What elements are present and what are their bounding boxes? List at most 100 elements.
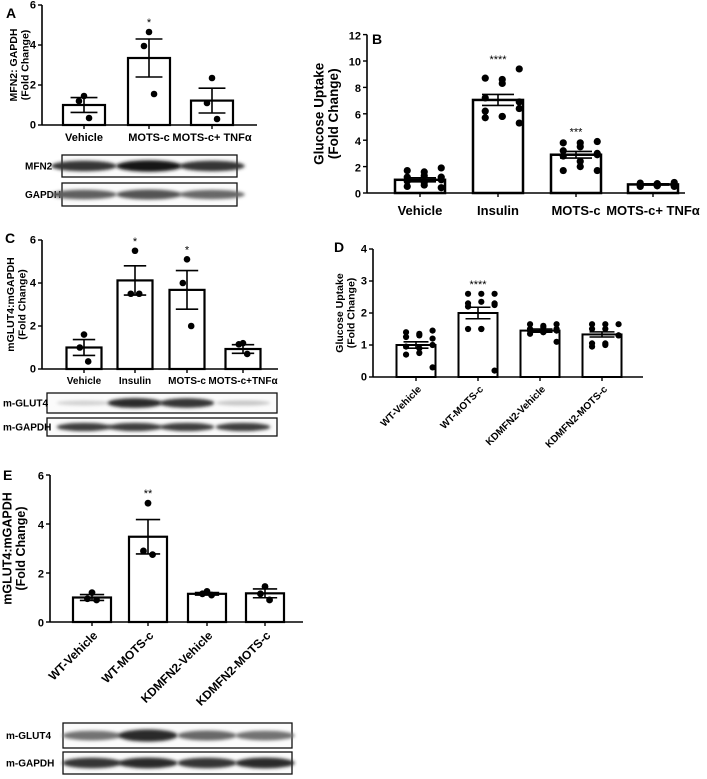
data-point: [576, 163, 584, 171]
data-point: [559, 139, 567, 147]
y-tick-label: 6: [355, 109, 361, 121]
panel-letter: C: [5, 230, 15, 246]
y-tick-label: 0: [30, 364, 36, 376]
panel-e: E 0 2 4 6 mGLUT4:mGAPDH (Fold Change) WT-Vehicl…: [0, 467, 303, 775]
blot-band: [215, 422, 271, 432]
data-point: [402, 329, 410, 336]
data-point: [199, 590, 206, 598]
data-point: [135, 290, 143, 298]
data-point: [491, 367, 498, 374]
significance-label: *: [147, 17, 152, 29]
data-point: [187, 322, 195, 330]
data-point: [145, 28, 153, 36]
category-label: Insulin: [119, 376, 151, 387]
panel-d: D 0 1 2 3 4 Glucose Uptake (Fold Change) WT-Vehi…: [334, 239, 643, 451]
y-tick-label: 2: [30, 80, 36, 92]
data-point: [491, 290, 498, 297]
category-label: Vehicle: [65, 132, 103, 144]
y-tick-label: 6: [30, 0, 36, 12]
blot-label: GAPDH: [25, 190, 61, 201]
category-label: Vehicle: [398, 203, 443, 218]
blot-band: [215, 400, 271, 406]
y-axis-label: (Fold Change): [14, 506, 28, 590]
data-point: [416, 349, 423, 357]
data-point: [515, 119, 523, 127]
category-label: KDMFN2-Vehicle: [484, 384, 548, 448]
blot-m-gapdh: m-GAPDH: [3, 417, 278, 437]
category-label: WT-MOTS-c: [439, 384, 487, 432]
y-axis-label: (Fold Change): [19, 30, 31, 101]
data-point: [588, 321, 596, 328]
category-label: Vehicle: [67, 376, 102, 387]
blot-m-glut4: m-GLUT4: [6, 722, 295, 749]
y-tick-label: 2: [30, 321, 36, 333]
significance-label: **: [144, 488, 153, 500]
data-point: [140, 42, 148, 50]
data-point: [75, 97, 83, 105]
data-point: [670, 182, 678, 190]
y-tick-label: 3: [361, 276, 367, 288]
data-point: [481, 74, 489, 82]
data-point: [437, 176, 445, 184]
y-axis-label: Glucose Uptake: [334, 273, 346, 353]
data-point: [515, 98, 523, 106]
significance-label: ****: [489, 54, 507, 66]
data-point: [80, 331, 88, 338]
y-tick-label: 4: [30, 278, 37, 290]
data-point: [602, 325, 609, 333]
data-point: [478, 298, 485, 305]
category-label: KDMFN2-MOTS-c: [544, 384, 611, 451]
panel-c: C 0 2 4 6 mGLUT4:mGAPDH (Fold Change) Vehicle * I…: [3, 230, 278, 437]
blot-band: [118, 729, 178, 742]
significance-label: ***: [570, 127, 584, 139]
data-point: [515, 104, 523, 113]
data-point: [576, 143, 584, 151]
blot-band: [179, 160, 245, 172]
bar-wt-vehicle: [71, 596, 113, 624]
y-axis-label: MFN2: GAPDH: [8, 29, 20, 102]
panel-letter: B: [372, 31, 382, 47]
blot-label: m-GAPDH: [6, 759, 54, 770]
blot-band: [235, 730, 295, 741]
blot-band: [177, 757, 237, 769]
category-label: WT-MOTS-c: [99, 628, 157, 686]
significance-label: *: [185, 244, 190, 256]
blot-band: [51, 189, 117, 200]
data-point: [464, 290, 472, 297]
y-tick-label: 2: [38, 568, 44, 580]
y-axis-label: Glucose Uptake: [312, 62, 327, 165]
data-point: [553, 327, 560, 334]
blot-band: [107, 422, 163, 432]
data-point: [593, 151, 601, 159]
blot-band: [177, 730, 237, 741]
blot-m-glut4: m-GLUT4: [3, 392, 278, 414]
y-tick-label: 12: [349, 30, 361, 42]
data-point: [553, 338, 560, 345]
category-label: MOTS-c: [551, 203, 600, 218]
blot-band: [159, 398, 215, 408]
category-label: MOTS-c+ TNFα: [172, 132, 251, 144]
data-point: [416, 332, 423, 339]
data-point: [403, 182, 411, 190]
y-axis-label: mGLUT4:mGAPDH: [0, 492, 14, 605]
bar-kdmfn2-vehicle: [186, 592, 228, 624]
data-point: [437, 164, 445, 172]
data-point: [131, 247, 139, 255]
data-point: [429, 335, 436, 342]
category-label: MOTS-c: [168, 376, 206, 387]
category-label: MOTS-c+TNFα: [208, 376, 278, 387]
data-point: [593, 166, 601, 175]
significance-label: *: [133, 236, 138, 248]
data-point: [420, 181, 428, 189]
blot-band: [56, 400, 112, 406]
category-label: WT-Vehicle: [379, 384, 424, 429]
blot-mfn2: MFN2: [25, 154, 245, 178]
data-point: [402, 333, 410, 341]
y-tick-label: 0: [361, 372, 367, 384]
blot-gapdh: GAPDH: [25, 182, 245, 207]
blot-m-gapdh: m-GAPDH: [6, 751, 295, 775]
y-tick-label: 0: [355, 189, 361, 201]
data-point: [602, 341, 609, 349]
y-axis-label: (Fold Change): [345, 278, 357, 349]
